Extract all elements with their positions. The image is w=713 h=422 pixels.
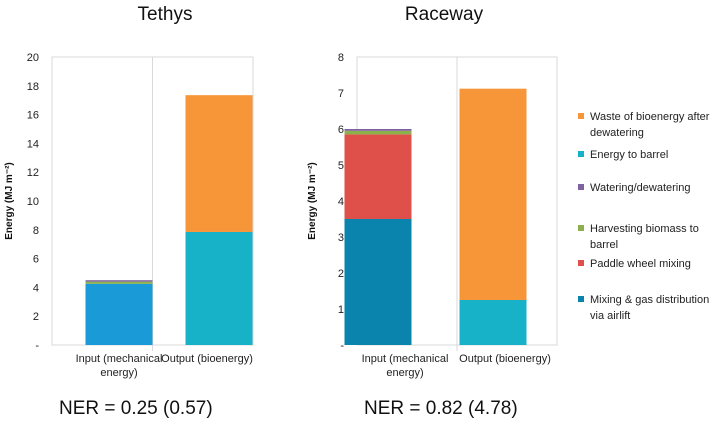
y-tick-label: 16 bbox=[27, 110, 39, 122]
x-category-label: Input (mechanical bbox=[362, 353, 449, 365]
bar-segment bbox=[344, 134, 412, 219]
y-tick-label: 6 bbox=[338, 124, 344, 136]
y-tick-label: 2 bbox=[338, 268, 344, 280]
y-tick-label: 10 bbox=[27, 196, 39, 208]
x-category-label: Output (bioenergy) bbox=[161, 353, 253, 365]
ner-tethys: NER = 0.25 (0.57) bbox=[59, 398, 213, 419]
y-tick-label: 4 bbox=[338, 196, 344, 208]
bar-segment bbox=[85, 283, 153, 345]
legend-label: barrel bbox=[590, 239, 618, 251]
legend-label: dewatering bbox=[590, 127, 644, 139]
legend-swatch bbox=[578, 260, 584, 266]
legend-label: Paddle wheel mixing bbox=[590, 258, 691, 270]
legend-swatch bbox=[578, 296, 584, 302]
x-category-label: energy) bbox=[100, 367, 137, 379]
legend-swatch bbox=[578, 151, 584, 157]
bar-segment bbox=[344, 129, 412, 131]
y-tick-label: 2 bbox=[33, 311, 39, 323]
y-tick-label: - bbox=[35, 340, 39, 352]
y-tick-label: 14 bbox=[27, 138, 39, 150]
x-category-label: Output (bioenergy) bbox=[459, 353, 551, 365]
y-tick-label: 8 bbox=[33, 225, 39, 237]
y-tick-label: 8 bbox=[338, 52, 344, 64]
bar-segment bbox=[85, 281, 153, 284]
legend-label: Harvesting biomass to bbox=[590, 223, 699, 235]
y-tick-label: 7 bbox=[338, 88, 344, 100]
legend-swatch bbox=[578, 113, 584, 119]
x-category-label: Input (mechanical bbox=[76, 353, 163, 365]
bar-segment bbox=[344, 130, 412, 135]
x-category-label: energy) bbox=[386, 367, 423, 379]
y-tick-label: 5 bbox=[338, 160, 344, 172]
ner-raceway: NER = 0.82 (4.78) bbox=[364, 398, 518, 419]
bar-segment bbox=[185, 231, 253, 345]
legend-label: Energy to barrel bbox=[590, 149, 668, 161]
bar-segment bbox=[85, 280, 153, 282]
y-tick-label: - bbox=[340, 340, 344, 352]
y-tick-label: 12 bbox=[27, 167, 39, 179]
legend-label: Watering/dewatering bbox=[590, 182, 690, 194]
y-axis-label: Energy (MJ m⁻²) bbox=[4, 162, 15, 240]
bar-segment bbox=[459, 300, 527, 345]
y-axis-label: Energy (MJ m⁻²) bbox=[307, 162, 318, 240]
legend-label: Mixing & gas distribution bbox=[590, 294, 709, 306]
legend-label: Waste of bioenergy after bbox=[590, 111, 710, 123]
bar-segment bbox=[185, 95, 253, 232]
y-tick-label: 4 bbox=[33, 282, 39, 294]
bar-segment bbox=[459, 88, 527, 301]
bar-segment bbox=[344, 219, 412, 345]
legend-swatch bbox=[578, 225, 584, 231]
chart-title: Tethys bbox=[138, 4, 193, 25]
y-tick-label: 20 bbox=[27, 52, 39, 64]
y-tick-label: 3 bbox=[338, 232, 344, 244]
legend-label: via airlift bbox=[590, 310, 630, 322]
chart-title: Raceway bbox=[405, 4, 484, 25]
y-tick-label: 18 bbox=[27, 81, 39, 93]
legend-swatch bbox=[578, 184, 584, 190]
y-tick-label: 1 bbox=[338, 304, 344, 316]
y-tick-label: 6 bbox=[33, 254, 39, 266]
